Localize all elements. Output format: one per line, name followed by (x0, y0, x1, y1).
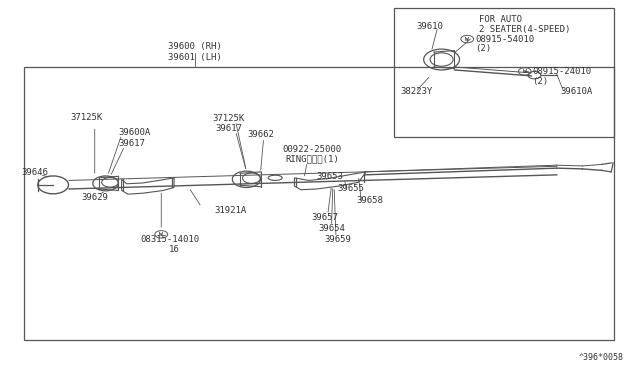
Text: 39610: 39610 (417, 22, 444, 31)
Text: 37125K: 37125K (212, 114, 244, 123)
Text: 39653: 39653 (316, 172, 343, 181)
Text: 08315-14010: 08315-14010 (140, 235, 199, 244)
Text: 39610A: 39610A (560, 87, 592, 96)
Text: 31921A: 31921A (214, 206, 246, 215)
Text: 39654: 39654 (318, 224, 345, 233)
Text: FOR AUTO: FOR AUTO (479, 15, 522, 24)
Text: 39617: 39617 (215, 124, 242, 133)
Text: 08915-24010: 08915-24010 (532, 67, 591, 76)
Text: 16: 16 (169, 246, 179, 254)
Text: 39629: 39629 (81, 193, 108, 202)
Text: 00922-25000: 00922-25000 (283, 145, 342, 154)
Text: 08915-54010: 08915-54010 (475, 35, 534, 44)
Text: 39646: 39646 (22, 169, 49, 177)
Text: 2 SEATER(4-SPEED): 2 SEATER(4-SPEED) (479, 25, 570, 33)
Text: ^396*0058: ^396*0058 (579, 353, 624, 362)
Text: (2): (2) (475, 44, 491, 53)
Text: W: W (159, 232, 163, 237)
Text: 37125K: 37125K (70, 113, 102, 122)
Text: 39659: 39659 (324, 235, 351, 244)
Text: W: W (523, 69, 527, 74)
Text: 39617: 39617 (118, 139, 145, 148)
Text: 39662: 39662 (248, 130, 275, 139)
Text: W: W (465, 36, 469, 42)
Text: 39601 (LH): 39601 (LH) (168, 53, 222, 62)
Text: 39657: 39657 (312, 213, 339, 222)
Text: 39655: 39655 (337, 185, 364, 193)
Text: 39600A: 39600A (118, 128, 150, 137)
Text: 39658: 39658 (356, 196, 383, 205)
Text: RINGリンク(1): RINGリンク(1) (285, 155, 339, 164)
Text: 39600 (RH): 39600 (RH) (168, 42, 222, 51)
Text: (2): (2) (532, 77, 548, 86)
Text: 38223Y: 38223Y (400, 87, 432, 96)
